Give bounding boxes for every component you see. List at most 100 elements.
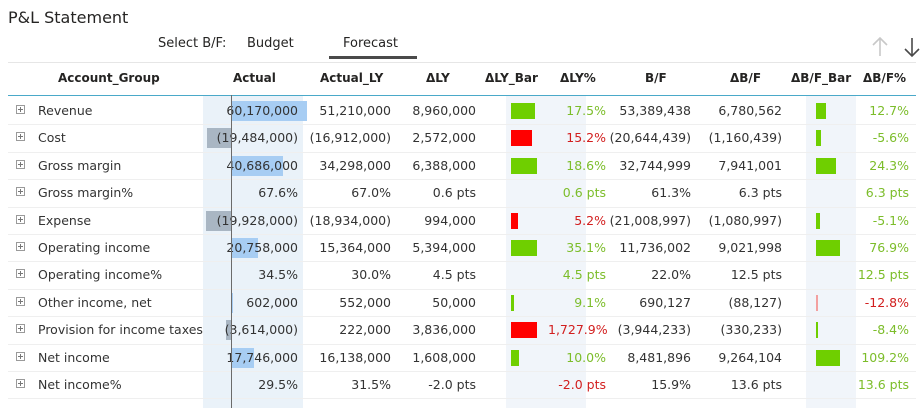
dbf-value: 9,021,998 xyxy=(718,240,782,255)
table-row[interactable]: Gross margin% 67.6% 67.0% 0.6 pts 0.6 pts 61.… xyxy=(8,179,916,208)
header-dly[interactable]: ΔLY xyxy=(426,71,450,85)
tab-forecast[interactable]: Forecast xyxy=(343,36,399,51)
header-dbf[interactable]: ΔB/F xyxy=(730,71,762,85)
expand-plus-icon[interactable] xyxy=(16,159,25,169)
actual-value: 602,000 xyxy=(246,294,298,310)
table-row[interactable]: Operating income% 34.5% 30.0% 4.5 pts 4.5 pt… xyxy=(8,261,916,290)
actual-bar xyxy=(206,210,231,231)
actual-value: 60,170,000 xyxy=(226,103,298,118)
actual-value: 29.5% xyxy=(258,377,298,392)
dbf-pct-value: 109.2% xyxy=(861,349,909,365)
header-account-group[interactable]: Account_Group xyxy=(58,71,160,85)
arrow-up-icon[interactable] xyxy=(870,36,890,58)
actual-ly-value: 30.0% xyxy=(351,267,391,283)
dbf-value: (1,160,439) xyxy=(708,130,782,146)
dbf-pct-value: -8.4% xyxy=(872,322,909,338)
actual-ly-value: (18,934,000) xyxy=(309,212,391,228)
dbf-bar xyxy=(816,349,840,366)
actual-ly-value: 34,298,000 xyxy=(319,157,391,173)
actual-bar xyxy=(232,238,258,258)
table-row[interactable]: Revenue 60,170,000 51,210,000 8,960,000 17.5… xyxy=(8,97,916,126)
dbf-pct-value: 13.6 pts xyxy=(857,377,909,392)
expand-plus-icon[interactable] xyxy=(16,214,25,224)
actual-value: 17,746,000 xyxy=(226,349,298,365)
actual-value: (19,484,000) xyxy=(216,130,298,146)
dly-pct-value: 15.2% xyxy=(566,130,606,146)
dbf-value: 6,780,562 xyxy=(718,103,782,118)
table-row[interactable]: Other income, net 602,000 552,000 50,000 9.1… xyxy=(8,289,916,318)
dly-bar xyxy=(511,349,520,366)
bf-value: 15.9% xyxy=(651,377,691,392)
header-actual[interactable]: Actual xyxy=(233,71,276,85)
table-row[interactable]: Cost (19,484,000) (16,912,000) 2,572,000 15.… xyxy=(8,124,916,153)
dly-pct-value: -2.0 pts xyxy=(558,377,606,392)
header-actual-ly[interactable]: Actual_LY xyxy=(320,71,384,85)
bf-value: (21,008,997) xyxy=(609,212,691,228)
dly-value: 3,836,000 xyxy=(412,322,476,338)
expand-plus-icon[interactable] xyxy=(16,105,25,114)
account-group-label: Cost xyxy=(38,130,66,146)
dbf-bar xyxy=(816,240,840,256)
dly-value: 5,394,000 xyxy=(412,240,476,255)
table-row[interactable]: Provision for income taxes (3,614,000) 222… xyxy=(8,316,916,345)
pl-table: Account_Group Actual Actual_LY ΔLY ΔLY_B… xyxy=(8,62,916,408)
dly-pct-value: 18.6% xyxy=(566,157,606,173)
table-row[interactable]: Net income% 29.5% 31.5% -2.0 pts -2.0 pts 15.… xyxy=(8,371,916,400)
dbf-bar xyxy=(816,157,836,174)
dbf-pct-value: 12.5 pts xyxy=(857,267,909,283)
actual-value: 20,758,000 xyxy=(226,240,298,255)
dly-pct-value: 4.5 pts xyxy=(562,267,606,283)
dly-pct-value: 9.1% xyxy=(574,294,606,310)
account-group-label: Operating income xyxy=(38,240,151,255)
bf-value: 690,127 xyxy=(639,294,691,310)
dbf-value: 9,264,104 xyxy=(718,349,782,365)
actual-bar xyxy=(232,155,283,176)
expand-plus-icon[interactable] xyxy=(16,132,25,142)
account-group-label: Net income% xyxy=(38,377,122,392)
expand-plus-icon[interactable] xyxy=(16,242,25,251)
expand-plus-icon[interactable] xyxy=(16,269,25,279)
dbf-value: (88,127) xyxy=(728,294,783,310)
actual-ly-value: 552,000 xyxy=(339,294,391,310)
actual-ly-value: (16,912,000) xyxy=(309,130,391,146)
dbf-pct-value: -5.1% xyxy=(872,212,909,228)
account-group-label: Expense xyxy=(38,212,92,228)
expand-plus-icon[interactable] xyxy=(16,379,25,388)
arrow-down-icon[interactable] xyxy=(902,36,922,58)
expand-plus-icon[interactable] xyxy=(16,324,25,334)
dbf-pct-value: 24.3% xyxy=(869,157,909,173)
account-group-label: Net income xyxy=(38,349,110,365)
dly-bar xyxy=(511,157,537,174)
expand-plus-icon[interactable] xyxy=(16,187,25,197)
dbf-pct-value: -12.8% xyxy=(864,294,909,310)
expand-plus-icon[interactable] xyxy=(16,351,25,361)
dbf-bar xyxy=(816,103,827,119)
account-group-label: Revenue xyxy=(38,103,93,118)
actual-value: 67.6% xyxy=(258,185,298,201)
dly-bar xyxy=(511,240,537,256)
actual-value: (3,614,000) xyxy=(224,322,298,338)
header-dly-bar[interactable]: ΔLY_Bar xyxy=(485,71,538,85)
page-title: P&L Statement xyxy=(8,8,129,27)
table-row[interactable]: Expense (19,928,000) (18,934,000) 994,000 5.… xyxy=(8,207,916,235)
header-bf[interactable]: B/F xyxy=(645,71,667,85)
actual-bar xyxy=(232,347,255,368)
dly-pct-value: 17.5% xyxy=(566,103,606,118)
bf-value: 32,744,999 xyxy=(619,157,691,173)
dly-value: 50,000 xyxy=(432,294,476,310)
tab-budget[interactable]: Budget xyxy=(247,36,294,51)
dbf-pct-value: 76.9% xyxy=(869,240,909,255)
dbf-value: 7,941,001 xyxy=(718,157,782,173)
actual-bar xyxy=(232,292,233,313)
header-dbf-bar[interactable]: ΔB/F_Bar xyxy=(791,71,852,85)
table-row[interactable]: Net income 17,746,000 16,138,000 1,608,000 1… xyxy=(8,344,916,372)
actual-ly-value: 222,000 xyxy=(339,322,391,338)
dbf-bar xyxy=(816,322,818,339)
header-dbf-pct[interactable]: ΔB/F% xyxy=(863,71,907,85)
dbf-bar xyxy=(816,212,821,229)
header-dly-pct[interactable]: ΔLY% xyxy=(560,71,596,85)
table-row[interactable]: Operating income 20,758,000 15,364,000 5,39… xyxy=(8,234,916,263)
actual-ly-value: 67.0% xyxy=(351,185,391,201)
table-row[interactable]: Gross margin 40,686,000 34,298,000 6,388,00… xyxy=(8,152,916,181)
expand-plus-icon[interactable] xyxy=(16,296,25,306)
